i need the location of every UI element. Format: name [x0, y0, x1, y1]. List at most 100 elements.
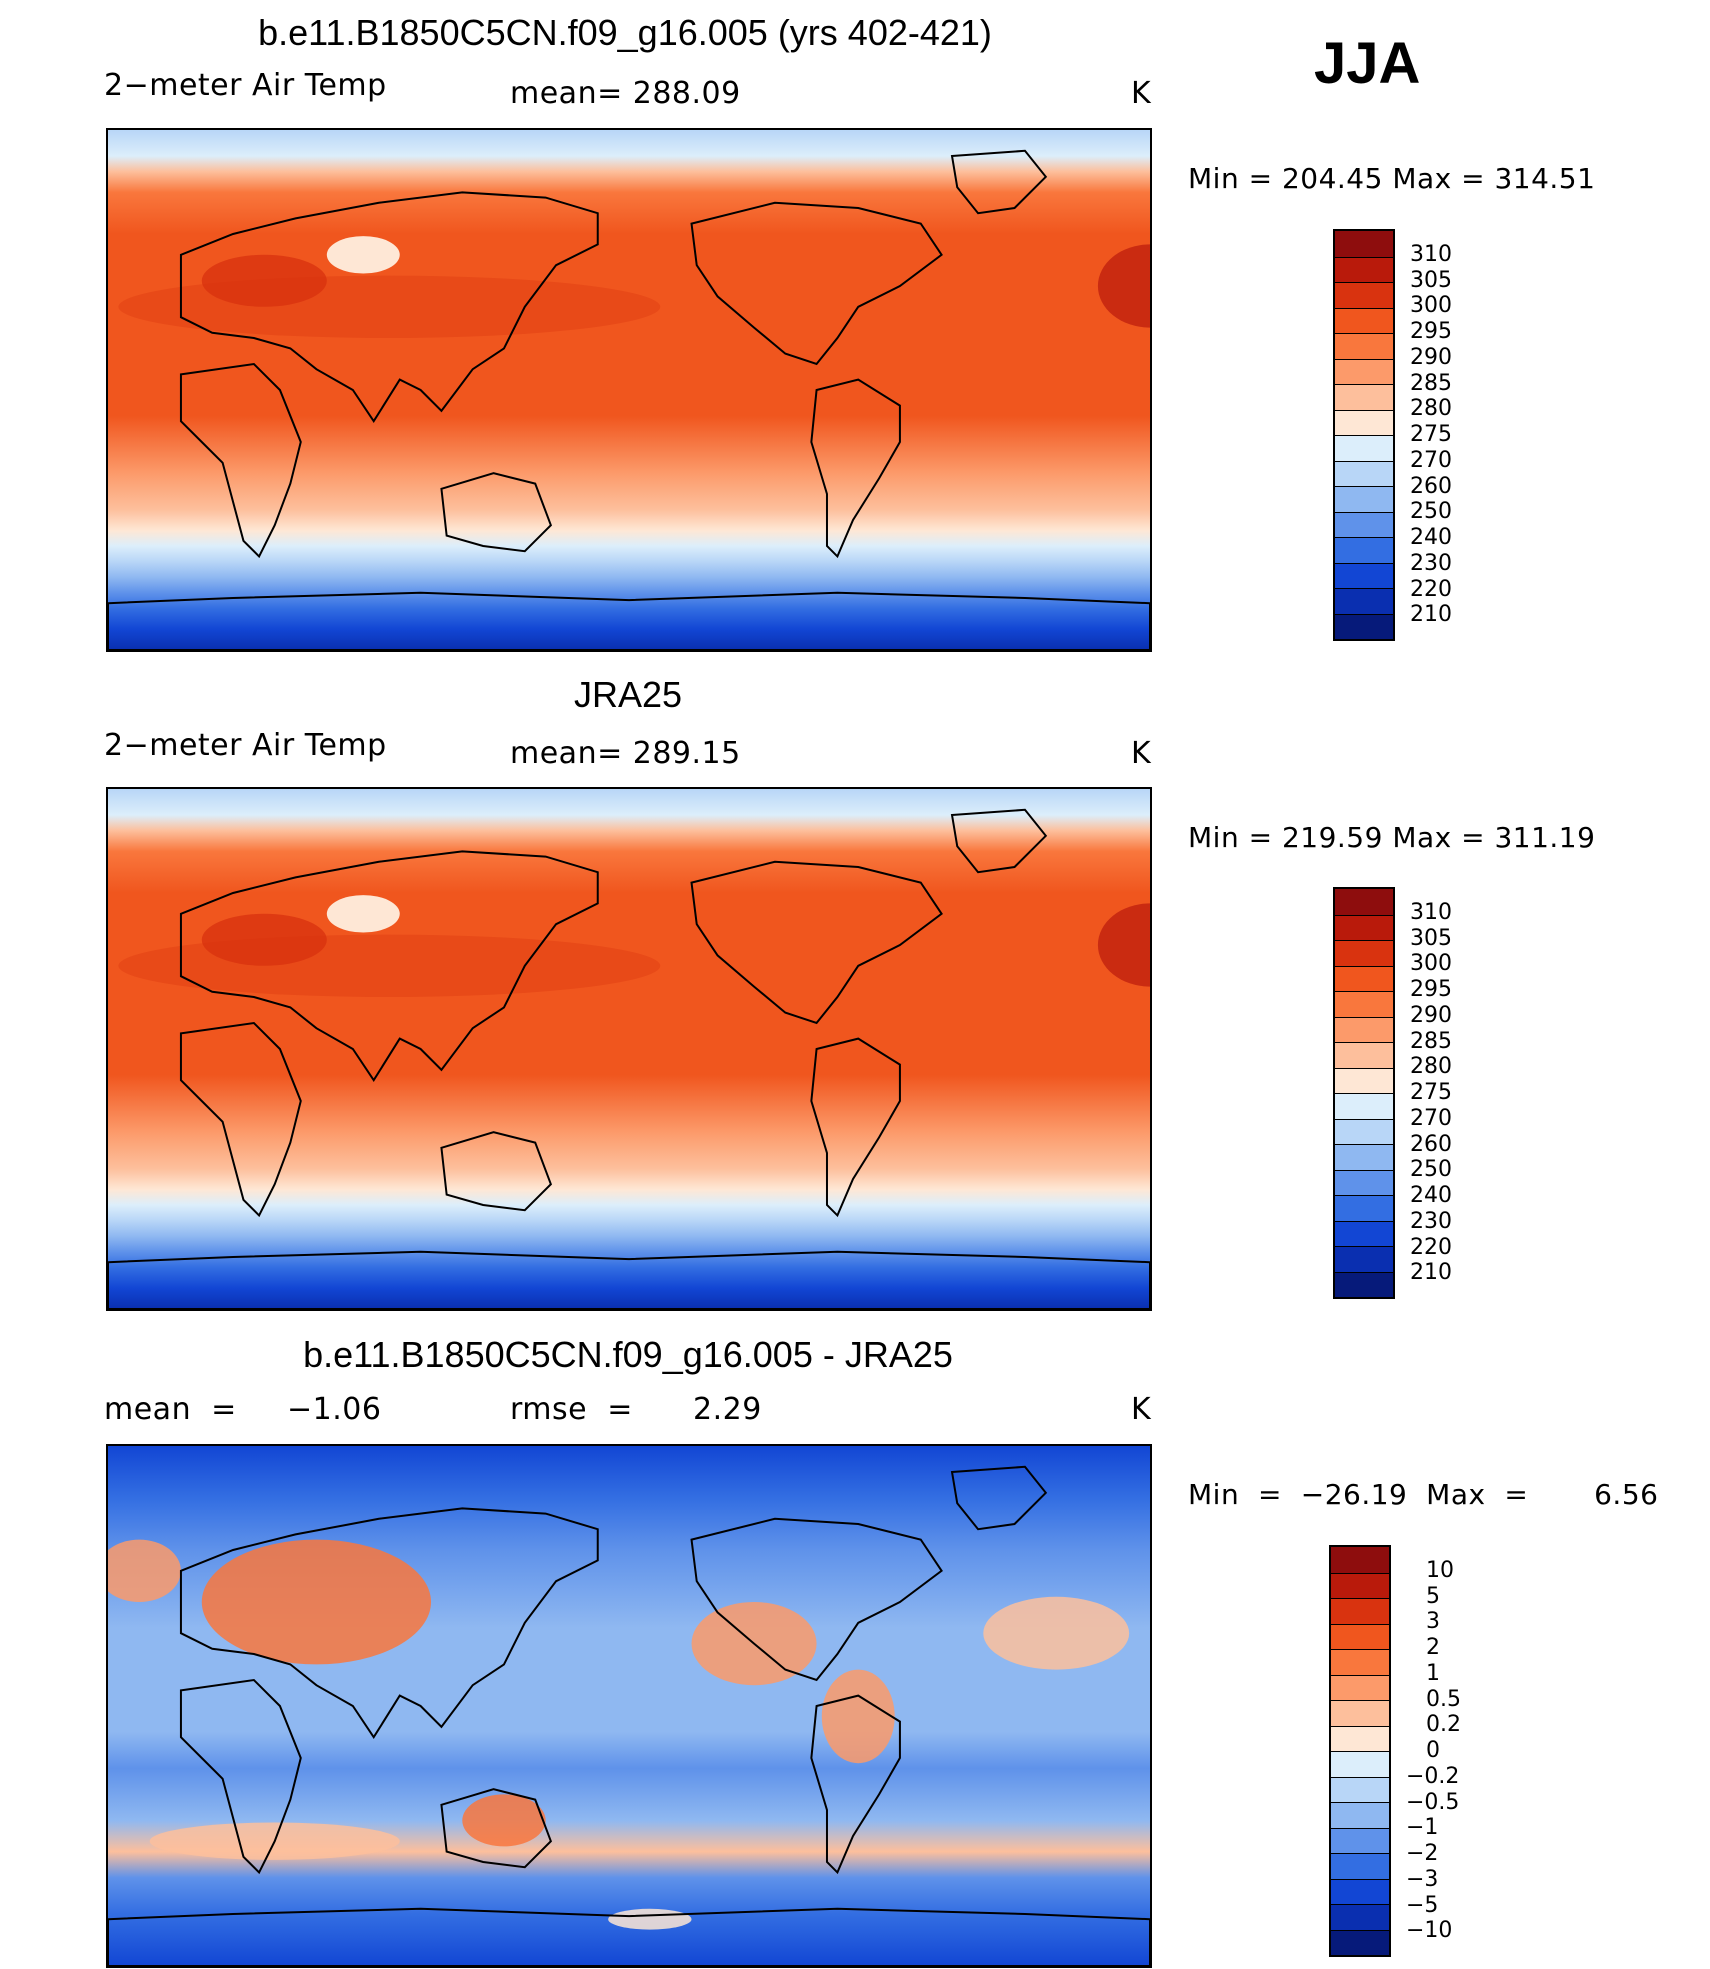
map-svg: [108, 789, 1150, 1309]
colorbar-swatch: [1331, 1725, 1389, 1751]
panel-2-title: JRA25: [573, 674, 683, 715]
colorbar-tick-label: 250: [1410, 1157, 1452, 1183]
panel-1-colorbar: [1333, 229, 1395, 641]
coastline: [108, 593, 1150, 650]
colorbar-tick-label: −0.2: [1406, 1763, 1460, 1789]
coastline: [692, 1519, 942, 1680]
colorbar-swatch: [1335, 1271, 1393, 1297]
coastline: [108, 1252, 1150, 1309]
panel-3-units: K: [1131, 1392, 1152, 1427]
coastline: [181, 192, 598, 421]
coastline: [441, 1789, 550, 1867]
colorbar-swatch: [1331, 1674, 1389, 1700]
panel-1-title: b.e11.B1850C5CN.f09_g16.005 (yrs 402-421…: [258, 12, 992, 53]
colorbar-tick-label: −2: [1406, 1841, 1439, 1866]
panel-1-units: K: [1131, 76, 1152, 111]
panel-2-mean-label: mean= 289.15: [510, 736, 741, 771]
coastline: [181, 851, 598, 1080]
colorbar-swatch: [1335, 940, 1393, 966]
colorbar-tick-label: 220: [1410, 576, 1452, 602]
colorbar-swatch: [1335, 965, 1393, 991]
anomaly-patch: [462, 1794, 546, 1847]
colorbar-tick-label: −3: [1406, 1866, 1439, 1892]
coastline: [108, 1909, 1150, 1966]
map-field: [108, 1446, 1150, 1966]
colorbar-swatch: [1331, 1751, 1389, 1777]
colorbar-swatch: [1335, 256, 1393, 282]
colorbar-tick-label: 230: [1410, 550, 1452, 576]
colorbar-swatch: [1335, 1093, 1393, 1119]
colorbar-swatch: [1331, 1802, 1389, 1828]
colorbar-swatch: [1335, 231, 1393, 257]
colorbar-swatch: [1335, 588, 1393, 614]
panel-3-title: b.e11.B1850C5CN.f09_g16.005 - JRA25: [303, 1334, 953, 1375]
panel-3-map: [106, 1444, 1152, 1968]
colorbar-swatch: [1335, 914, 1393, 940]
colorbar-swatch: [1335, 307, 1393, 333]
panel-1-colorbar-ticks: 310 305 300 295 290 285 280 275 270 260 250 240 230 2…: [1410, 229, 1510, 641]
colorbar-swatch: [1331, 1598, 1389, 1624]
panel-2-colorbar-ticks: 310 305 300 295 290 285 280 275 270 260 250 240 230 2…: [1410, 887, 1510, 1299]
colorbar-swatch: [1335, 511, 1393, 537]
panel-3-colorbar-ticks: 10 5 3 2 1 0.5 0.2 0 −0.2 −0.5 −1 −2 −3 −5 −10: [1406, 1545, 1506, 1957]
colorbar-tick-label: 275: [1410, 422, 1452, 447]
colorbar-swatch: [1335, 1042, 1393, 1068]
panel-1-mean-label: mean= 288.09: [510, 76, 741, 111]
coastline: [811, 1696, 900, 1873]
colorbar-swatch: [1331, 1878, 1389, 1904]
panel-1-variable-label: 2−meter Air Temp: [104, 68, 387, 103]
plateau-patch: [326, 236, 400, 274]
colorbar-tick-label: 210: [1410, 602, 1452, 628]
warm-band: [118, 275, 661, 338]
colorbar-swatch: [1331, 1853, 1389, 1879]
colorbar-tick-label: 285: [1410, 1028, 1452, 1054]
colorbar-swatch: [1335, 1118, 1393, 1144]
warm-patch: [1097, 903, 1150, 987]
colorbar-swatch: [1335, 562, 1393, 588]
colorbar-tick-label: 270: [1410, 1105, 1452, 1131]
coastline: [952, 810, 1046, 872]
panel-3-colorbar: [1329, 1545, 1391, 1957]
colorbar-tick-label: 270: [1410, 447, 1452, 473]
colorbar-swatch: [1335, 1144, 1393, 1170]
anomaly-patch: [201, 1539, 432, 1665]
anomaly-patch: [983, 1596, 1130, 1670]
coastline: [952, 1467, 1046, 1529]
colorbar-tick-label: 300: [1410, 951, 1452, 977]
colorbar-swatch: [1335, 282, 1393, 308]
colorbar-swatch: [1331, 1572, 1389, 1598]
colorbar-swatch: [1331, 1929, 1389, 1955]
colorbar-swatch: [1335, 613, 1393, 639]
coastline: [692, 862, 942, 1023]
colorbar-swatch: [1335, 1220, 1393, 1246]
coastline: [441, 1132, 550, 1210]
colorbar-tick-label: 10: [1426, 1557, 1454, 1583]
colorbar-tick-label: 280: [1410, 396, 1452, 422]
warm-band: [118, 934, 661, 997]
colorbar-tick-label: 230: [1410, 1208, 1452, 1234]
colorbar-tick-label: 310: [1410, 241, 1452, 267]
colorbar-swatch: [1335, 1169, 1393, 1195]
colorbar-tick-label: 3: [1426, 1609, 1440, 1635]
coastline: [811, 1039, 900, 1216]
colorbar-tick-label: 280: [1410, 1054, 1452, 1080]
colorbar-tick-label: 290: [1410, 344, 1452, 370]
coastline: [181, 364, 301, 556]
colorbar-tick-label: −0.5: [1406, 1789, 1460, 1815]
warm-patch: [201, 254, 327, 307]
panel-3-rmse-label: rmse = 2.29: [510, 1392, 762, 1427]
colorbar-swatch: [1331, 1623, 1389, 1649]
colorbar-tick-label: 2: [1426, 1635, 1440, 1660]
colorbar-tick-label: 285: [1410, 370, 1452, 396]
colorbar-tick-label: 210: [1410, 1260, 1452, 1286]
colorbar-swatch: [1335, 486, 1393, 512]
coastline: [692, 203, 942, 364]
colorbar-tick-label: −5: [1406, 1892, 1439, 1918]
colorbar-tick-label: 260: [1410, 473, 1452, 499]
colorbar-swatch: [1335, 384, 1393, 410]
season-label: JJA: [1314, 31, 1421, 96]
warm-patch: [201, 913, 327, 966]
colorbar-swatch: [1335, 1195, 1393, 1221]
panel-2-variable-label: 2−meter Air Temp: [104, 728, 387, 763]
panel-2-minmax: Min = 219.59 Max = 311.19: [1188, 821, 1596, 854]
